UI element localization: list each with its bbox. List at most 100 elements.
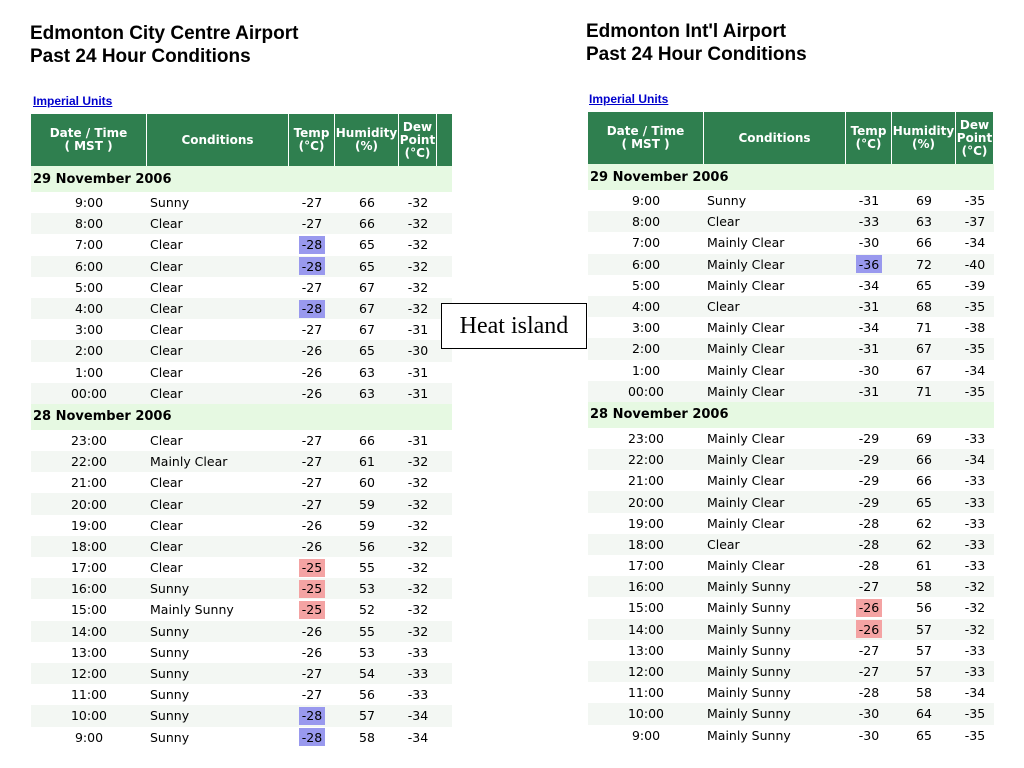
temp-cell: -26 [301,517,323,533]
date-group-header: 28 November 2006 [588,401,994,428]
conditions-header: Conditions [147,114,289,166]
temp-cell: -30 [858,727,880,743]
time-cell: 00:00 [627,383,665,399]
time-cell: 3:00 [631,320,661,336]
humidity-cell: 61 [916,558,932,574]
dew-point-cell: -33 [964,515,986,531]
time-cell: 23:00 [627,430,665,446]
table-row: 10:00 Mainly Sunny -30 64 -35 [588,703,994,725]
imperial-units-link[interactable]: Imperial Units [589,92,669,106]
table-row: 23:00 Clear -27 66 -31 [31,430,452,451]
table-row: 9:00 Sunny -31 69 -35 [588,190,994,211]
humidity-cell: 65 [359,237,375,253]
time-cell: 21:00 [627,473,665,489]
time-cell: 9:00 [74,729,104,745]
dew-point-cell: -32 [407,560,429,576]
conditions-cell: Sunny [150,708,190,724]
conditions-cell: Mainly Sunny [707,621,791,637]
time-cell: 14:00 [627,621,665,637]
conditions-cell: Clear [150,258,183,274]
table-row: 3:00 Mainly Clear -34 71 -38 [588,317,994,338]
conditions-cell: Clear [150,279,183,295]
dew-point-cell: -31 [407,385,429,401]
conditions-cell: Sunny [150,687,190,703]
temp-cell: -27 [301,454,323,470]
time-cell: 17:00 [70,560,108,576]
temp-highlight: -25 [298,558,326,577]
time-cell: 11:00 [70,687,108,703]
station-name: Edmonton City Centre Airport [30,23,299,44]
conditions-cell: Mainly Clear [707,235,785,251]
table-row: 15:00 Mainly Sunny -25 52 -32 [31,599,452,620]
dew-point-cell: -34 [964,235,986,251]
temp-cell: -34 [858,320,880,336]
conditions-cell: Mainly Clear [707,515,785,531]
conditions-cell: Clear [150,237,183,253]
table-row: 5:00 Clear -27 67 -32 [31,277,452,298]
temp-cell: -29 [858,452,880,468]
imperial-units-link[interactable]: Imperial Units [33,94,113,108]
conditions-cell: Mainly Clear [707,320,785,336]
temp-cell: -25 [289,557,335,578]
time-cell: 10:00 [70,708,108,724]
table-row: 20:00 Clear -27 59 -32 [31,493,452,515]
time-cell: 14:00 [70,623,108,639]
table-row: 8:00 Clear -33 63 -37 [588,211,994,233]
dew-point-cell: -32 [407,258,429,274]
humidity-cell: 67 [359,301,375,317]
time-cell: 8:00 [74,216,104,232]
humidity-cell: 66 [359,195,375,211]
dew-point-cell: -33 [407,687,429,703]
time-cell: 4:00 [631,299,661,315]
temp-cell: -27 [858,579,880,595]
time-cell: 7:00 [74,237,104,253]
panel-title: Edmonton Int'l Airport Past 24 Hour Cond… [586,20,807,66]
time-cell: 12:00 [70,666,108,682]
conditions-cell: Clear [150,475,183,491]
dew-point-cell: -35 [964,727,986,743]
humidity-cell: 56 [916,600,932,616]
humidity-header: Humidity (%) [892,112,956,164]
table-row: 10:00 Sunny -28 57 -34 [31,705,452,727]
dew-point-cell: -34 [964,685,986,701]
humidity-cell: 67 [359,279,375,295]
temp-highlight: -25 [298,600,326,619]
dew-point-cell: -35 [964,341,986,357]
temp-cell: -28 [289,256,335,277]
temp-highlight: -36 [855,255,883,274]
temp-cell: -27 [301,496,323,512]
conditions-cell: Mainly Clear [707,277,785,293]
dew-point-cell: -34 [964,452,986,468]
humidity-cell: 58 [359,729,375,745]
table-row: 21:00 Mainly Clear -29 66 -33 [588,470,994,491]
temp-cell: -26 [301,644,323,660]
humidity-cell: 62 [916,515,932,531]
conditions-header: Conditions [704,112,846,164]
table-row: 20:00 Mainly Clear -29 65 -33 [588,491,994,513]
temp-cell: -33 [858,214,880,230]
time-cell: 12:00 [627,664,665,680]
conditions-cell: Mainly Clear [150,454,228,470]
conditions-cell: Mainly Sunny [707,642,791,658]
time-cell: 21:00 [70,475,108,491]
time-cell: 7:00 [631,235,661,251]
time-cell: 16:00 [627,579,665,595]
humidity-cell: 71 [916,383,932,399]
time-cell: 00:00 [70,385,108,401]
humidity-cell: 67 [359,322,375,338]
humidity-cell: 59 [359,517,375,533]
table-row: 19:00 Mainly Clear -28 62 -33 [588,513,994,534]
table-row: 15:00 Mainly Sunny -26 56 -32 [588,597,994,618]
station-name: Edmonton Int'l Airport [586,21,787,42]
header-spacer [437,114,452,166]
humidity-cell: 65 [916,727,932,743]
conditions-cell: Mainly Clear [707,430,785,446]
humidity-cell: 69 [916,193,932,209]
dew-point-cell: -31 [407,432,429,448]
conditions-cell: Sunny [150,623,190,639]
time-cell: 2:00 [74,343,104,359]
conditions-cell: Mainly Clear [707,558,785,574]
time-cell: 2:00 [631,341,661,357]
conditions-cell: Mainly Sunny [150,602,234,618]
conditions-cell: Sunny [150,666,190,682]
